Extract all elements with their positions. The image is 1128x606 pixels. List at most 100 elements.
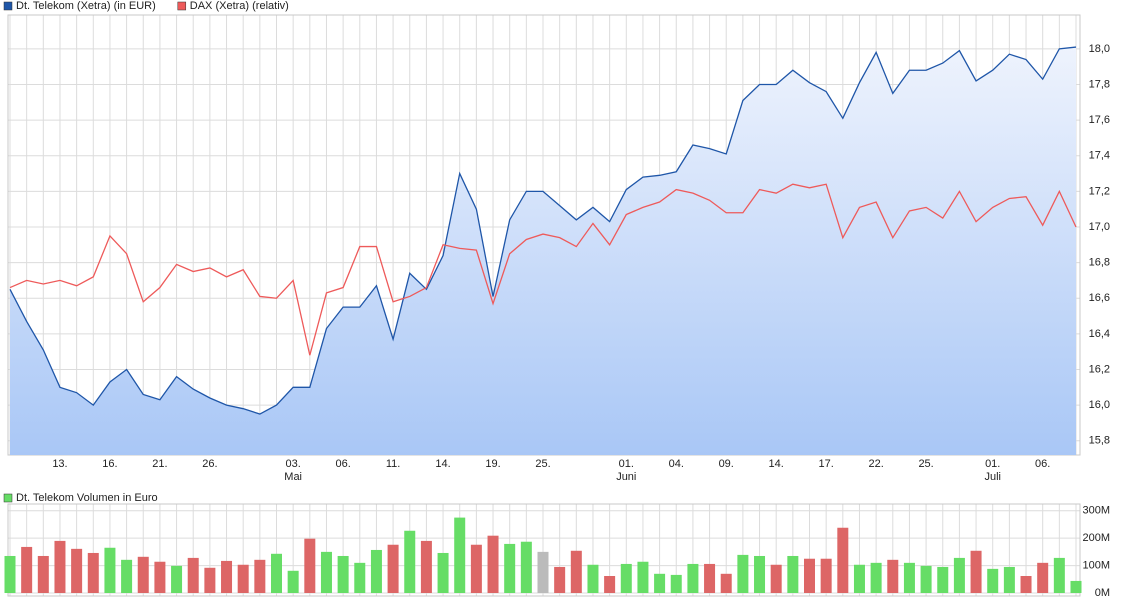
bar: [71, 548, 83, 593]
legend-label: Dt. Telekom (Xetra) (in EUR): [16, 0, 156, 12]
line: [9, 183, 1077, 356]
x-tick-label: 06.: [335, 458, 350, 470]
bar: [404, 530, 416, 593]
bar: [221, 560, 233, 593]
bar: [204, 567, 216, 593]
bar: [154, 561, 166, 593]
area: [10, 47, 1076, 455]
x-tick-label: 01.: [619, 458, 634, 470]
bar: [520, 541, 532, 593]
plot-frame: [7, 503, 1081, 597]
bar: [304, 538, 316, 593]
bar: [604, 576, 616, 593]
bar: [370, 549, 382, 593]
y-tick-label: 16,0: [1089, 399, 1110, 411]
bar: [470, 544, 482, 593]
bar: [820, 558, 832, 593]
x-tick-label: 03.: [286, 458, 301, 470]
y-tick-label: 18,0: [1089, 43, 1110, 55]
bar: [537, 551, 549, 593]
x-tick-label: 25.: [535, 458, 550, 470]
y-tick-label: 15,8: [1089, 435, 1110, 447]
x-tick-label: 06.: [1035, 458, 1050, 470]
bar: [54, 540, 66, 593]
bar: [104, 547, 116, 593]
x-tick-label: 25.: [918, 458, 933, 470]
bar: [804, 558, 815, 593]
y-tick-label: 17,0: [1089, 221, 1110, 233]
bar: [237, 564, 249, 593]
legend-swatch: [3, 493, 13, 503]
x-tick-label: 17.: [819, 458, 834, 470]
bar: [1070, 580, 1082, 593]
bar: [320, 551, 332, 593]
x-tick-label: 19.: [485, 458, 500, 470]
bar: [770, 564, 782, 593]
bar: [87, 552, 99, 593]
y-tick-label: 0M: [1095, 587, 1110, 599]
bar: [504, 543, 516, 593]
bar: [137, 556, 149, 593]
y-tick-label: 16,2: [1089, 363, 1110, 375]
x-tick-label: 13.: [52, 458, 67, 470]
bar: [121, 559, 133, 593]
bar: [637, 561, 649, 593]
bar: [620, 563, 632, 593]
x-tick-label: 21.: [152, 458, 167, 470]
y-tick-label: 17,8: [1089, 78, 1110, 90]
bar: [670, 574, 682, 593]
bar: [970, 550, 982, 593]
legend-swatch: [177, 1, 187, 11]
bar: [554, 566, 566, 593]
month-label: Juli: [984, 471, 1001, 483]
line: [9, 46, 1077, 415]
bar: [853, 564, 865, 593]
x-tick-label: 09.: [719, 458, 734, 470]
y-tick-label: 300M: [1082, 505, 1110, 517]
bar: [570, 550, 582, 593]
bar: [487, 535, 499, 593]
y-tick-label: 16,4: [1089, 328, 1110, 340]
bar: [21, 546, 33, 593]
bar: [870, 562, 882, 593]
bar: [754, 555, 766, 593]
bar: [337, 555, 349, 593]
y-tick-label: 17,6: [1089, 114, 1110, 126]
x-tick-label: 14.: [769, 458, 784, 470]
bar: [1053, 557, 1065, 593]
x-tick-label: 26.: [202, 458, 217, 470]
bar: [654, 573, 666, 593]
month-label: Juni: [616, 471, 636, 483]
bar: [420, 540, 432, 593]
bar: [903, 562, 915, 593]
y-tick-label: 17,4: [1089, 150, 1110, 162]
y-tick-label: 100M: [1082, 559, 1110, 571]
x-tick-label: 16.: [102, 458, 117, 470]
x-tick-label: 04.: [669, 458, 684, 470]
x-tick-label: 14.: [435, 458, 450, 470]
bar: [587, 564, 599, 593]
y-tick-label: 16,6: [1089, 292, 1110, 304]
bar: [387, 544, 399, 593]
bar: [953, 557, 965, 593]
bar: [720, 573, 732, 593]
bar: [437, 552, 449, 593]
bar: [1037, 562, 1049, 593]
x-tick-label: 11.: [386, 458, 400, 470]
x-tick-label: 22.: [868, 458, 883, 470]
bar: [687, 563, 699, 593]
bar: [187, 557, 199, 593]
bar: [4, 555, 16, 593]
bar: [1020, 576, 1032, 593]
y-tick-label: 16,8: [1089, 257, 1110, 269]
x-tick-label: 01.: [985, 458, 1000, 470]
bar: [1003, 566, 1015, 593]
y-tick-label: 17,2: [1089, 185, 1110, 197]
bar: [787, 555, 799, 593]
y-tick-label: 200M: [1082, 532, 1110, 544]
bar: [837, 527, 849, 593]
bar: [37, 555, 49, 593]
bar: [454, 517, 466, 593]
bar: [354, 562, 366, 593]
